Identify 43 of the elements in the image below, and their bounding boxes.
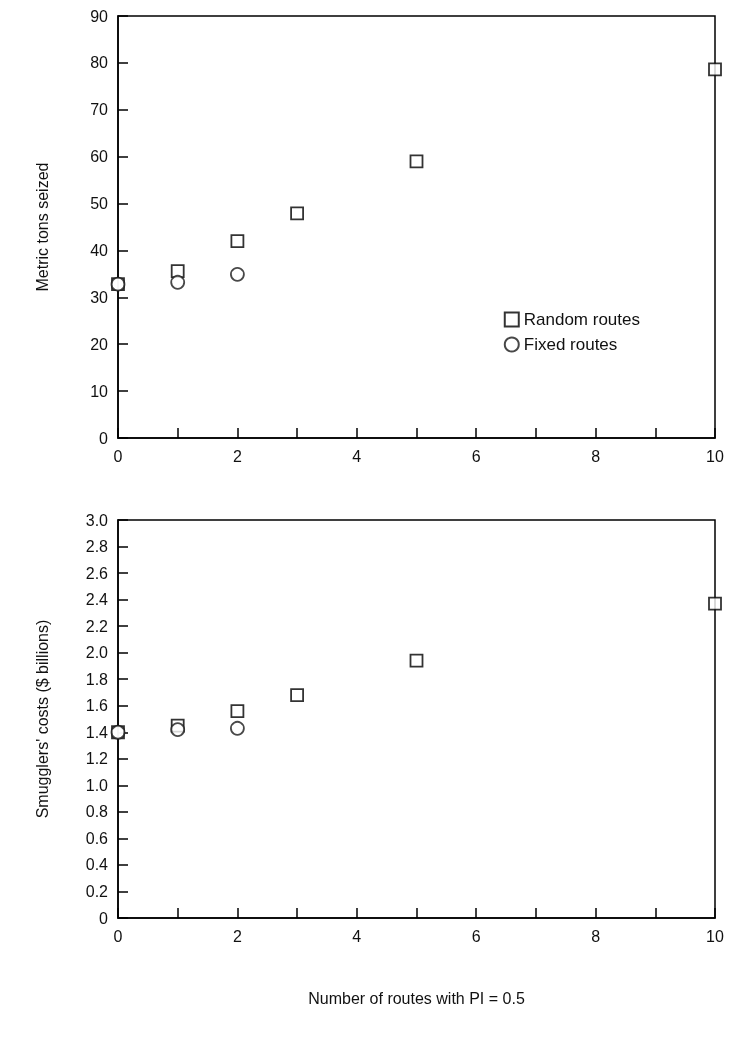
x-tick-label: 6 bbox=[471, 447, 481, 465]
y-tick-label: 70 bbox=[90, 101, 109, 119]
y-tick-label: 90 bbox=[90, 7, 109, 25]
x-tick-label: 8 bbox=[591, 927, 601, 945]
y-tick-label: 2.8 bbox=[85, 538, 109, 556]
y-tick-label: 1.8 bbox=[85, 670, 109, 688]
x-tick-label: 4 bbox=[352, 927, 362, 945]
y-tick-label: 50 bbox=[90, 195, 109, 213]
y-tick-label: 40 bbox=[90, 241, 109, 259]
y-tick-label: 0 bbox=[99, 909, 109, 927]
y-tick-label: 1.2 bbox=[85, 750, 109, 768]
x-tick-label: 0 bbox=[113, 927, 123, 945]
legend-label: Fixed routes bbox=[523, 335, 618, 354]
y-tick-label: 2.0 bbox=[85, 644, 109, 662]
y-axis-title: Metric tons seized bbox=[33, 162, 51, 292]
x-tick-label: 2 bbox=[232, 927, 242, 945]
y-tick-label: 2.4 bbox=[85, 591, 109, 609]
x-tick-label: 2 bbox=[232, 447, 242, 465]
y-tick-label: 0.4 bbox=[85, 856, 109, 874]
y-tick-label: 0.2 bbox=[85, 882, 109, 900]
y-tick-label: 3.0 bbox=[85, 511, 109, 529]
x-tick-label: 10 bbox=[706, 447, 724, 465]
y-tick-label: 0.8 bbox=[85, 803, 109, 821]
x-tick-label: 6 bbox=[471, 927, 481, 945]
y-tick-label: 1.0 bbox=[85, 776, 109, 794]
y-tick-label: 1.4 bbox=[85, 723, 109, 741]
x-tick-label: 4 bbox=[352, 447, 362, 465]
y-tick-label: 10 bbox=[90, 382, 109, 400]
x-tick-label: 0 bbox=[113, 447, 123, 465]
x-tick-label: 8 bbox=[591, 447, 601, 465]
y-tick-label: 30 bbox=[90, 288, 109, 306]
y-tick-label: 2.2 bbox=[85, 617, 109, 635]
y-tick-label: 2.6 bbox=[85, 564, 109, 582]
y-tick-label: 0 bbox=[99, 429, 109, 447]
x-tick-label: 10 bbox=[706, 927, 724, 945]
y-tick-label: 60 bbox=[90, 148, 109, 166]
y-tick-label: 1.6 bbox=[85, 697, 109, 715]
y-tick-label: 80 bbox=[90, 54, 109, 72]
y-tick-label: 20 bbox=[90, 335, 109, 353]
y-axis-title: Smugglers' costs ($ billions) bbox=[33, 619, 51, 819]
x-axis-title: Number of routes with PI = 0.5 bbox=[308, 989, 525, 1007]
y-tick-label: 0.6 bbox=[85, 829, 109, 847]
legend-label: Random routes bbox=[523, 310, 641, 329]
